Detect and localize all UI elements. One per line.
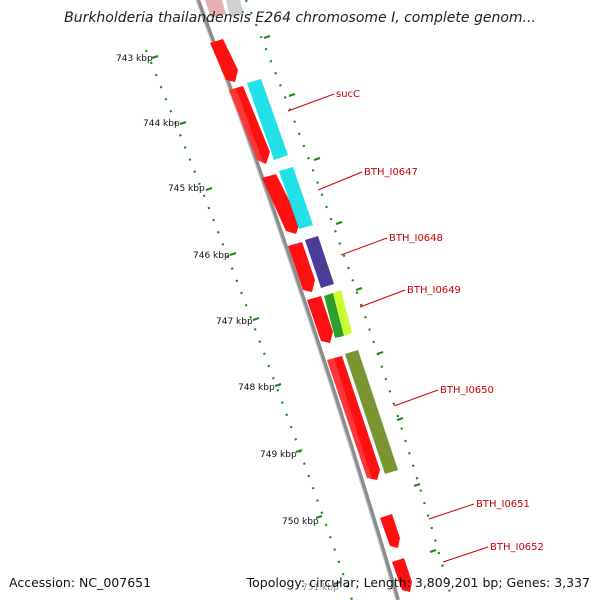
tick-label: 749 kbp (260, 450, 297, 460)
tick-label: 751 kbp (302, 583, 339, 593)
tick-label: 747 kbp (216, 317, 253, 327)
gene-faded-top (205, 0, 226, 18)
label-leader (340, 237, 388, 256)
tick-label: 745 kbp (168, 184, 205, 194)
accession-text: Accession: NC_007651 (9, 575, 152, 590)
gene-feature-bth-i0650[interactable] (345, 350, 398, 474)
tick-mark (179, 121, 187, 125)
cds-feature[interactable] (210, 39, 238, 82)
cds-feature[interactable] (288, 242, 315, 292)
tick-label: 748 kbp (238, 383, 275, 393)
gene-label[interactable]: BTH_I0649 (407, 285, 461, 296)
gene-label[interactable]: BTH_I0652 (490, 542, 544, 553)
tick-label: 746 kbp (193, 251, 230, 261)
cds-feature[interactable] (392, 558, 412, 592)
label-leader (428, 503, 475, 520)
gene-label[interactable]: BTH_I0648 (389, 233, 443, 244)
tick-labels: 743 kbp 744 kbp 745 kbp 746 kbp 747 kbp … (116, 54, 339, 593)
label-leader (393, 389, 439, 407)
cds-feature[interactable] (229, 86, 270, 164)
gene-faded-top-2 (226, 0, 244, 17)
gene-feature-bth-i0649-b[interactable] (333, 290, 352, 336)
outer-tick-marks (263, 35, 437, 553)
gene-feature-succ[interactable] (247, 79, 288, 160)
tick-label: 743 kbp (116, 54, 153, 64)
label-leaders (287, 93, 489, 563)
gene-feature-bth-i0647[interactable] (279, 167, 313, 229)
chromosome-backbone (196, 0, 400, 600)
label-leader (442, 546, 489, 563)
gene-feature-bth-i0648[interactable] (305, 236, 334, 288)
tick-mark (315, 515, 323, 519)
genome-summary-text: Topology: circular; Length: 3,809,201 bp… (246, 575, 590, 590)
tick-mark (274, 383, 282, 387)
gene-label[interactable]: BTH_I0650 (440, 385, 494, 396)
cds-track (210, 39, 412, 592)
tick-mark (333, 581, 341, 585)
tick-mark (295, 449, 303, 453)
cds-feature[interactable] (307, 296, 333, 343)
gene-track (247, 79, 398, 474)
tick-mark (252, 317, 260, 321)
cds-feature[interactable] (380, 514, 400, 548)
feature-shading (229, 88, 372, 479)
outer-dotted-ring (244, 0, 454, 600)
chromosome-backbone-highlight (195, 0, 397, 600)
cds-feature[interactable] (262, 174, 300, 234)
tick-label: 750 kbp (282, 517, 319, 527)
gene-label[interactable]: BTH_I0651 (476, 499, 530, 510)
map-title: Burkholderia thailandensis E264 chromoso… (64, 10, 536, 26)
gene-labels: sucC BTH_I0647 BTH_I0648 BTH_I0649 BTH_I… (336, 89, 544, 553)
gene-label[interactable]: sucC (336, 89, 360, 100)
tick-mark (229, 252, 237, 256)
tick-marks (151, 55, 341, 585)
tick-mark (151, 55, 159, 59)
cds-feature[interactable] (327, 356, 380, 480)
label-leader (359, 289, 406, 308)
tick-label: 744 kbp (143, 119, 180, 129)
gene-label[interactable]: BTH_I0647 (364, 167, 418, 178)
tick-mark (205, 187, 213, 191)
label-leader (287, 93, 335, 112)
gene-feature-bth-i0649-a[interactable] (324, 293, 344, 338)
label-leader (317, 171, 363, 191)
